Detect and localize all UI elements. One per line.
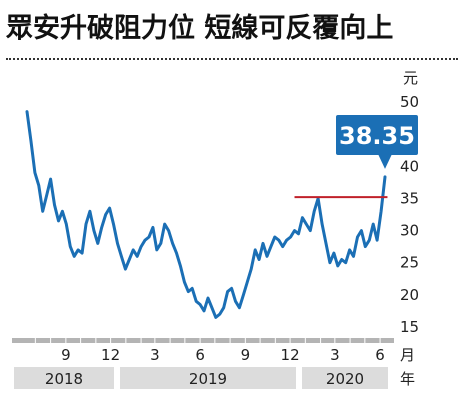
month-tick [50, 338, 52, 343]
y-tick-label: 40 [400, 157, 419, 175]
year-bands: 2018 2019 2020 [14, 367, 388, 389]
callout-pointer [378, 154, 392, 169]
month-tick [274, 338, 276, 343]
timeline-bar [12, 338, 394, 343]
month-tick [349, 338, 351, 343]
month-tick [320, 338, 322, 343]
year-label: 2018 [45, 370, 83, 388]
y-axis-tick-labels: 1520253035404550 [400, 93, 419, 336]
y-tick-label: 15 [400, 318, 419, 336]
month-tick [244, 338, 246, 343]
month-tick [364, 338, 366, 343]
month-tick [334, 338, 336, 343]
x-tick-label: 3 [150, 346, 160, 364]
x-tick-label: 9 [241, 346, 251, 364]
x-axis-tick-labels: 9 12 3 6 9 12 3 6 [61, 346, 385, 364]
month-tick [229, 338, 231, 343]
month-tick [214, 338, 216, 343]
year-label: 2019 [189, 370, 227, 388]
month-tick [259, 338, 261, 343]
month-tick [125, 338, 127, 343]
x-tick-label: 6 [195, 346, 205, 364]
y-tick-label: 25 [400, 254, 419, 272]
year-band [302, 367, 388, 389]
y-tick-label: 20 [400, 286, 419, 304]
year-band [120, 367, 296, 389]
callout-box [336, 115, 418, 155]
month-tick [95, 338, 97, 343]
month-tick [80, 338, 82, 343]
y-axis-unit-label: 元 [403, 69, 418, 87]
x-tick-label: 12 [281, 346, 300, 364]
month-tick [169, 338, 171, 343]
y-tick-label: 35 [400, 189, 419, 207]
month-tick [110, 338, 112, 343]
month-tick [379, 338, 381, 343]
month-tick [184, 338, 186, 343]
month-tick [199, 338, 201, 343]
year-band [14, 367, 114, 389]
title-divider [6, 58, 458, 60]
month-tick [304, 338, 306, 343]
x-tick-label: 9 [61, 346, 71, 364]
x-axis-unit-label: 月 [400, 346, 415, 364]
year-label: 2020 [326, 370, 364, 388]
x-axis-ticks [34, 338, 381, 343]
year-axis-unit-label: 年 [400, 370, 415, 388]
y-tick-label: 50 [400, 93, 419, 111]
month-tick [65, 338, 67, 343]
month-tick [34, 338, 36, 343]
latest-price-callout: 38.35 [336, 115, 418, 169]
x-tick-label: 6 [375, 346, 385, 364]
month-tick [289, 338, 291, 343]
callout-price-label: 38.35 [339, 122, 415, 150]
month-tick [154, 338, 156, 343]
x-tick-label: 12 [101, 346, 120, 364]
month-tick [140, 338, 142, 343]
chart-title: 眾安升破阻力位 短線可反覆向上 [6, 13, 394, 44]
y-tick-label: 30 [400, 222, 419, 240]
price-series-line [25, 110, 387, 319]
x-tick-label: 3 [330, 346, 340, 364]
